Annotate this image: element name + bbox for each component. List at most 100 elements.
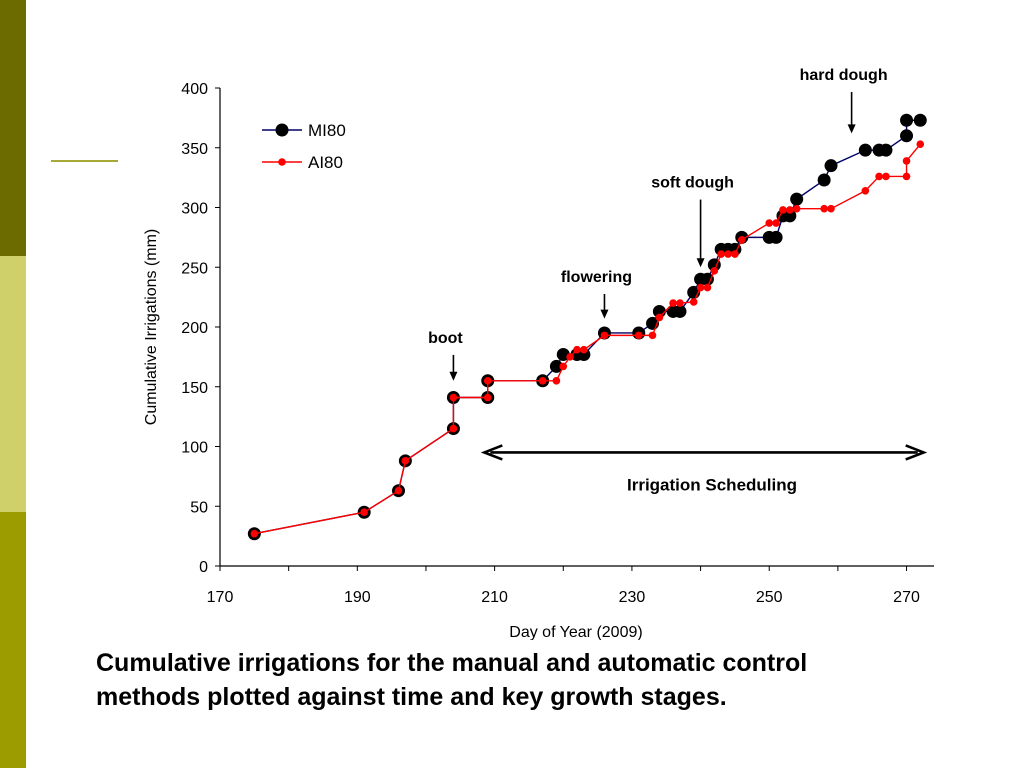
- point-ai80: [449, 393, 458, 402]
- annotation-label: soft dough: [651, 175, 734, 192]
- point-ai80: [552, 376, 561, 385]
- y-tick-label: 200: [181, 320, 208, 337]
- irrigation-chart: 0 50 100 150 200 250 300 350 400 170 190 210 230 250 2…: [143, 67, 934, 640]
- point-ai80: [538, 376, 547, 385]
- x-tick-label: 190: [344, 589, 371, 606]
- point-ai80: [786, 206, 794, 214]
- side-bar-dark: [0, 0, 26, 256]
- point-ai80: [696, 283, 705, 292]
- legend-label: MI80: [308, 121, 346, 140]
- y-tick-label: 150: [181, 380, 208, 397]
- y-tick-label: 350: [181, 141, 208, 158]
- point-ai80: [394, 486, 403, 495]
- point-mi80: [700, 272, 714, 286]
- point-mi80: [549, 359, 563, 373]
- x-tick-label: 250: [756, 589, 783, 606]
- point-ai80: [765, 219, 774, 227]
- tick-labels: 0 50 100 150 200 250 300 350 400 170 190 210 230 250 2…: [181, 81, 920, 606]
- point-mi80: [900, 113, 914, 127]
- point-mi80: [824, 159, 838, 173]
- point-ai80: [580, 345, 588, 354]
- point-mi80: [790, 192, 804, 206]
- annotation-arrow-head: [847, 124, 856, 134]
- point-ai80: [655, 313, 664, 322]
- accent-line: [51, 160, 118, 162]
- annotation-label: hard dough: [800, 67, 888, 84]
- point-ai80: [483, 393, 492, 402]
- point-ai80: [360, 508, 368, 517]
- y-tick-label: 0: [199, 559, 208, 576]
- point-ai80: [772, 219, 780, 227]
- figure-caption: Cumulative irrigations for the manual an…: [96, 646, 996, 714]
- point-ai80: [600, 331, 609, 340]
- point-ai80: [902, 157, 911, 165]
- point-mi80: [879, 143, 893, 157]
- span-label: Irrigation Scheduling: [627, 475, 797, 494]
- point-mi80: [817, 173, 831, 187]
- series-line-ai80: [254, 143, 921, 535]
- point-mi80: [858, 143, 872, 157]
- data-series: [247, 113, 927, 541]
- growth-stage-annotations: boot flowering soft dough hard dough Irrigat…: [428, 67, 928, 494]
- x-tick-label: 230: [619, 589, 646, 606]
- y-tick-label: 50: [190, 499, 208, 516]
- caption-line-2: methods plotted against time and key gro…: [96, 683, 727, 711]
- x-tick-label: 210: [481, 589, 508, 606]
- point-ai80: [861, 186, 870, 195]
- point-ai80: [250, 529, 259, 538]
- y-tick-label: 100: [181, 440, 208, 457]
- x-tick-label: 270: [893, 589, 920, 606]
- point-mi80: [900, 129, 914, 143]
- point-ai80: [902, 172, 911, 181]
- x-axis-label: Day of Year (2009): [509, 624, 642, 640]
- annotation-label: flowering: [561, 269, 632, 286]
- span-arrow-right-head: [905, 444, 928, 461]
- legend-marker: [278, 158, 286, 166]
- point-ai80: [401, 457, 410, 465]
- legend: MI80 AI80: [262, 121, 346, 172]
- span-arrow-left-head: [480, 444, 503, 461]
- point-ai80: [669, 299, 677, 307]
- point-ai80: [724, 250, 732, 258]
- point-ai80: [731, 250, 739, 258]
- point-mi80: [673, 304, 687, 318]
- y-tick-label: 400: [181, 81, 208, 98]
- side-bar-mid: [0, 512, 26, 768]
- point-ai80: [559, 362, 568, 371]
- x-tick-label: 170: [207, 589, 234, 606]
- point-ai80: [737, 235, 746, 244]
- point-ai80: [779, 206, 787, 214]
- y-tick-label: 300: [181, 201, 208, 218]
- point-ai80: [689, 298, 698, 306]
- legend-label: AI80: [308, 153, 343, 172]
- point-ai80: [676, 299, 684, 307]
- point-ai80: [483, 376, 492, 385]
- point-ai80: [820, 204, 828, 213]
- point-mi80: [783, 209, 797, 223]
- side-bar-light: [0, 256, 26, 512]
- point-ai80: [703, 283, 712, 292]
- legend-marker: [275, 123, 289, 137]
- y-tick-label: 250: [181, 260, 208, 277]
- caption-line-1: Cumulative irrigations for the manual an…: [96, 649, 808, 677]
- point-ai80: [573, 345, 581, 354]
- point-mi80: [769, 230, 783, 244]
- point-ai80: [634, 331, 643, 340]
- point-ai80: [792, 204, 801, 213]
- point-ai80: [827, 204, 835, 213]
- point-ai80: [566, 353, 574, 361]
- point-ai80: [449, 424, 458, 433]
- annotation-arrow-head: [449, 371, 458, 381]
- point-ai80: [916, 140, 925, 148]
- y-axis-label: Cumulative Irrigations (mm): [143, 229, 160, 425]
- annotation-label: boot: [428, 330, 463, 347]
- point-ai80: [882, 172, 890, 181]
- chart-axes: [215, 87, 934, 571]
- point-mi80: [913, 113, 927, 127]
- annotation-arrow-head: [600, 309, 609, 319]
- annotation-arrow-head: [696, 258, 705, 268]
- point-ai80: [648, 331, 657, 340]
- point-ai80: [710, 267, 719, 275]
- point-ai80: [875, 172, 883, 181]
- point-ai80: [717, 250, 725, 258]
